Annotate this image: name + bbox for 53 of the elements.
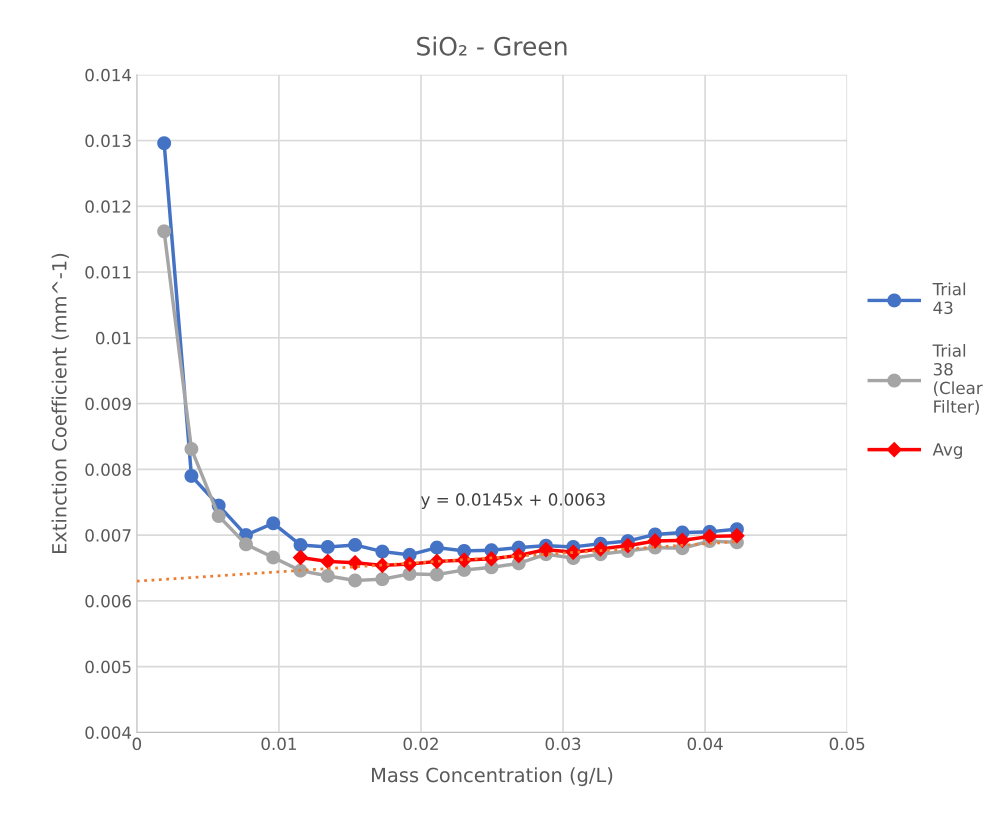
- point: [484, 551, 500, 566]
- point: [292, 550, 308, 566]
- y-tick-label: 0.011: [85, 266, 130, 279]
- point: [294, 538, 308, 552]
- y-axis-title: Extinction Coefficient (mm^-1): [52, 254, 69, 554]
- point: [375, 572, 390, 586]
- y-tick-label: 0.005: [85, 660, 131, 674]
- point: [157, 136, 172, 150]
- point: [347, 555, 363, 570]
- x-axis-title: Mass Concentration (g/L): [372, 767, 612, 786]
- point: [620, 538, 636, 554]
- point: [266, 516, 280, 530]
- x-tick-label: 0.01: [261, 738, 296, 750]
- x-tick-label: 0.03: [546, 738, 580, 750]
- y-tick-label: 0.009: [85, 398, 131, 410]
- point: [294, 564, 308, 578]
- x-tick-label: 0.04: [688, 738, 723, 750]
- point: [320, 568, 335, 583]
- point: [348, 574, 362, 588]
- point: [239, 537, 253, 552]
- point: [320, 540, 335, 554]
- y-tick-label: 0.006: [85, 594, 131, 608]
- point: [184, 468, 198, 483]
- x-tick-label: 0.05: [830, 738, 864, 750]
- point: [184, 442, 198, 456]
- point: [430, 568, 444, 582]
- point: [702, 528, 718, 544]
- point: [157, 224, 172, 238]
- y-tick-label: 0.013: [85, 134, 131, 148]
- chart-title: SiO₂ - Green: [417, 36, 566, 56]
- y-tick-label: 0.004: [85, 726, 132, 739]
- point: [674, 532, 690, 548]
- annotation: y = 0.0145x + 0.0063: [421, 493, 605, 509]
- point: [729, 528, 744, 544]
- point: [348, 538, 362, 552]
- point: [320, 554, 336, 569]
- y-tick-label: 0.008: [85, 463, 131, 476]
- point: [266, 550, 280, 564]
- y-tick-label: 0.007: [85, 529, 131, 542]
- point: [592, 541, 608, 556]
- legend-label: Trial 43: [932, 282, 966, 314]
- x-tick-label: 0.02: [404, 738, 438, 750]
- point: [212, 509, 226, 523]
- legend-label: Avg: [932, 443, 962, 459]
- point: [430, 540, 444, 555]
- legend-label: Trial 38 (Clear Filter): [932, 344, 983, 415]
- x-tick-label: 0: [132, 738, 142, 750]
- point: [375, 544, 390, 559]
- y-tick-label: 0.01: [96, 332, 130, 344]
- point: [648, 533, 663, 549]
- y-tick-label: 0.012: [85, 200, 130, 213]
- point: [538, 542, 554, 558]
- y-tick-label: 0.014: [85, 68, 132, 82]
